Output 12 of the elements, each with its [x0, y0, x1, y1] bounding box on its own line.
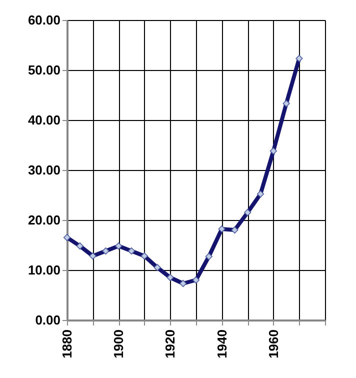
y-tick-label: 40.00 [28, 112, 60, 128]
x-tick-label: 1920 [162, 330, 178, 358]
y-tick-label: 30.00 [28, 162, 60, 178]
x-tick-label: 1940 [214, 330, 230, 358]
y-tick-label: 0.00 [35, 312, 60, 328]
y-tick-label: 60.00 [28, 12, 60, 28]
x-tick-label: 1880 [60, 330, 74, 358]
y-tick-label: 20.00 [28, 212, 60, 228]
x-tick-label: 1900 [111, 330, 126, 358]
y-tick-label: 10.00 [28, 262, 60, 278]
x-tick-label: 1960 [266, 330, 281, 358]
y-tick-label: 50.00 [28, 62, 60, 78]
